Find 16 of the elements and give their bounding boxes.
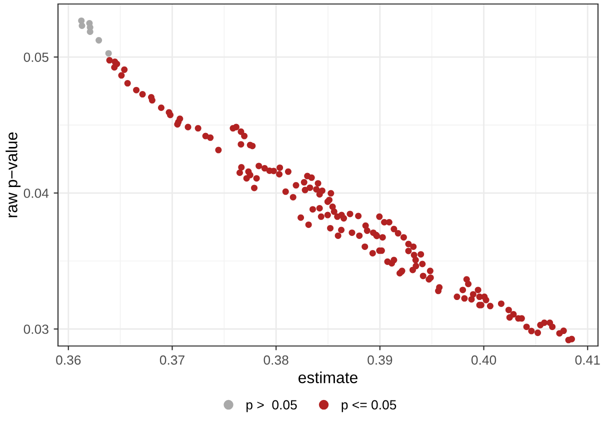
x-tick-label: 0.39 [368,355,392,365]
legend-label: p > 0.05 [246,400,297,412]
legend-label: p <= 0.05 [342,400,396,412]
y-tick-label: 0.05 [24,52,48,62]
x-tick-label: 0.36 [56,355,81,365]
y-tick-label: 0.03 [24,324,48,334]
point [96,37,102,44]
x-tick-label: 0.40 [471,355,496,365]
x-tick-label: 0.38 [264,355,288,365]
point [105,50,112,57]
x-axis-title: estimate [298,371,358,384]
point [78,22,86,30]
x-tick-label: 0.37 [160,355,184,365]
y-axis-title: raw p−value [6,132,21,218]
y-tick-label: 0.04 [24,188,49,198]
x-tick-label: 0.41 [575,355,600,365]
